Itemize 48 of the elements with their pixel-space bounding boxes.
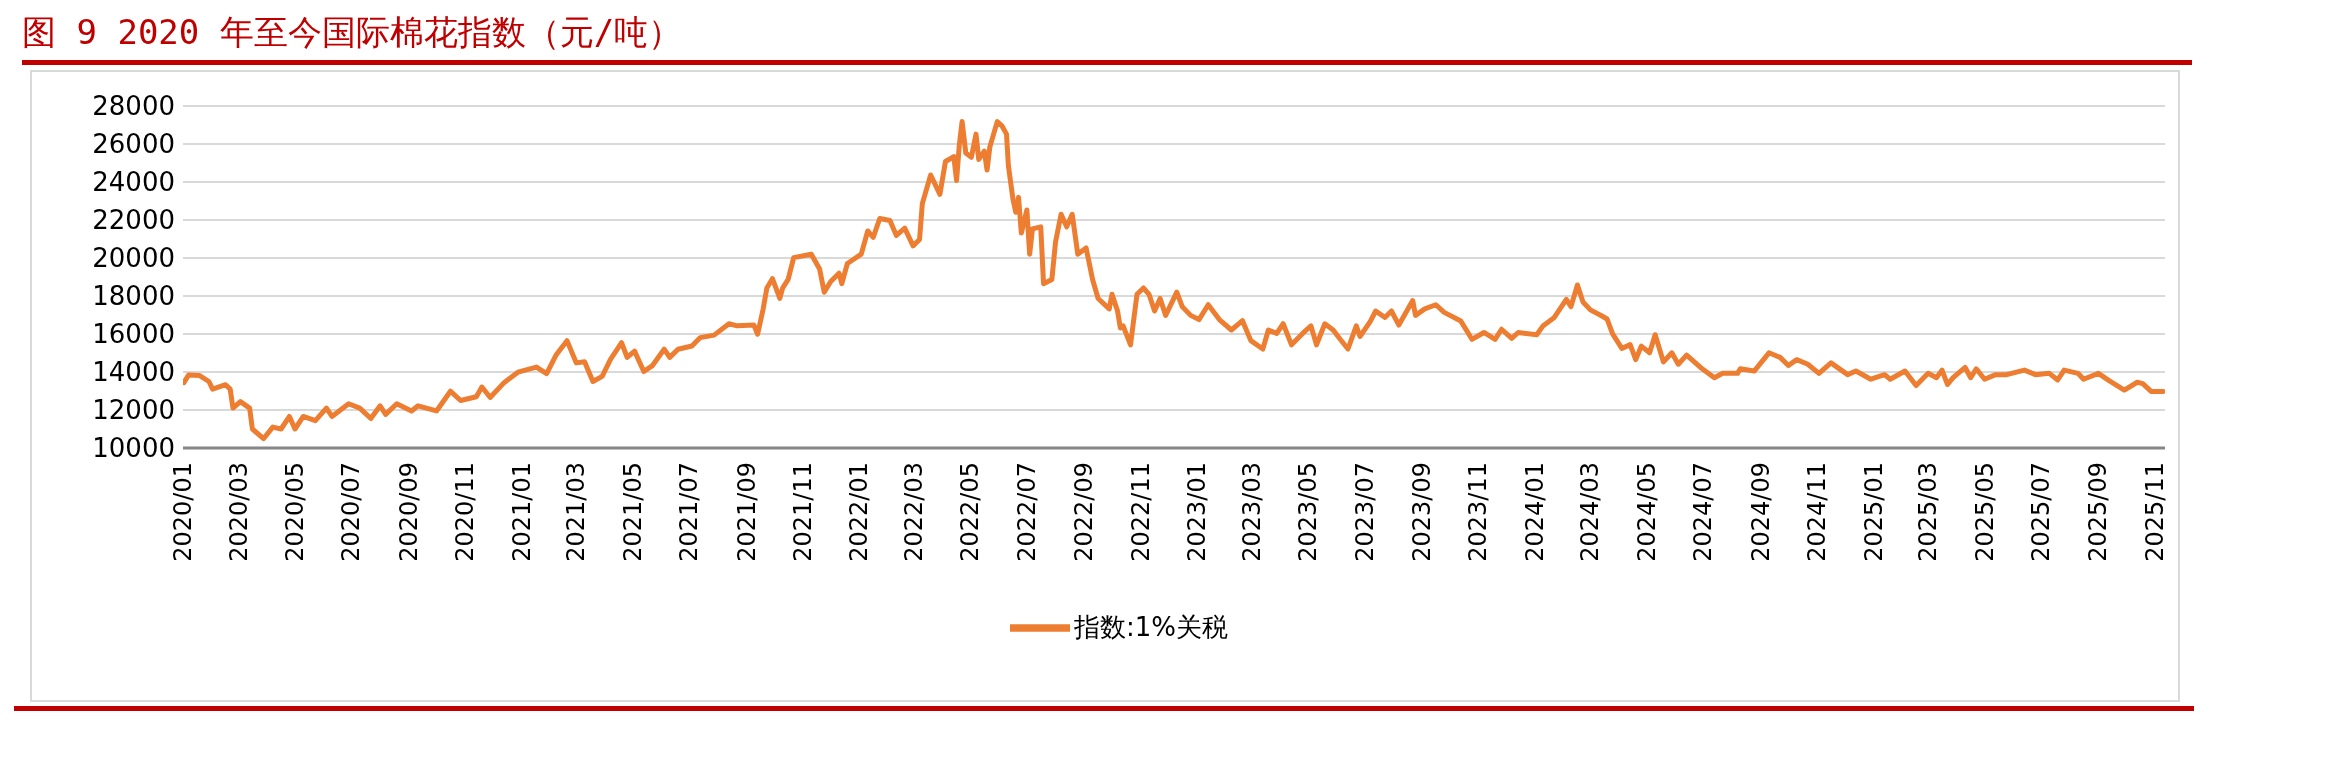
x-tick-label: 2024/07 <box>1689 462 1718 562</box>
x-tick-label: 2022/11 <box>1126 462 1155 562</box>
x-tick-label: 2023/07 <box>1350 462 1379 562</box>
x-tick-label: 2023/09 <box>1407 462 1436 562</box>
x-tick-label: 2020/09 <box>394 462 423 562</box>
x-tick-label: 2024/09 <box>1746 462 1775 562</box>
y-tick-label: 16000 <box>92 319 175 350</box>
x-tick-label: 2021/11 <box>788 462 817 562</box>
x-tick-label: 2024/11 <box>1803 462 1832 562</box>
y-tick-label: 26000 <box>92 129 175 160</box>
x-tick-label: 2025/11 <box>2140 462 2169 562</box>
y-tick-label: 12000 <box>92 395 175 426</box>
x-tick-label: 2025/03 <box>1914 462 1943 562</box>
chart-title: 图 9 2020 年至今国际棉花指数（元/吨） <box>22 11 683 54</box>
y-tick-label: 10000 <box>92 433 175 464</box>
x-tick-label: 2022/03 <box>899 462 928 562</box>
x-tick-label: 2025/01 <box>1859 462 1888 562</box>
y-tick-label: 18000 <box>92 281 175 312</box>
x-tick-label: 2021/03 <box>562 462 591 562</box>
y-tick-label: 24000 <box>92 167 175 198</box>
x-tick-label: 2021/05 <box>618 462 647 562</box>
x-tick-label: 2021/09 <box>732 462 761 562</box>
x-tick-label: 2022/01 <box>845 462 874 562</box>
x-tick-label: 2025/07 <box>2027 462 2056 562</box>
x-tick-label: 2024/05 <box>1632 462 1661 562</box>
y-tick-label: 22000 <box>92 205 175 236</box>
y-tick-label: 28000 <box>92 91 175 122</box>
x-tick-label: 2023/01 <box>1183 462 1212 562</box>
x-tick-label: 2025/09 <box>2084 462 2113 562</box>
x-tick-label: 2023/03 <box>1237 462 1266 562</box>
x-tick-label: 2023/05 <box>1294 462 1323 562</box>
x-tick-label: 2020/01 <box>169 462 197 562</box>
x-tick-label: 2025/05 <box>1970 462 1999 562</box>
x-tick-label: 2020/07 <box>337 462 366 562</box>
x-tick-label: 2020/11 <box>451 462 480 562</box>
x-tick-label: 2022/07 <box>1012 462 1041 562</box>
x-tick-label: 2022/09 <box>1070 462 1099 562</box>
x-tick-label: 2024/03 <box>1576 462 1605 562</box>
legend-label: 指数:1%关税 <box>1073 611 1228 642</box>
x-tick-label: 2024/01 <box>1520 462 1549 562</box>
x-tick-label: 2021/01 <box>507 462 536 562</box>
x-tick-label: 2023/11 <box>1464 462 1493 562</box>
y-tick-label: 14000 <box>92 357 175 388</box>
x-tick-label: 2020/03 <box>224 462 253 562</box>
x-tick-label: 2022/05 <box>956 462 985 562</box>
x-tick-label: 2021/07 <box>675 462 704 562</box>
x-tick-label: 2020/05 <box>280 462 309 562</box>
y-tick-label: 20000 <box>92 243 175 274</box>
